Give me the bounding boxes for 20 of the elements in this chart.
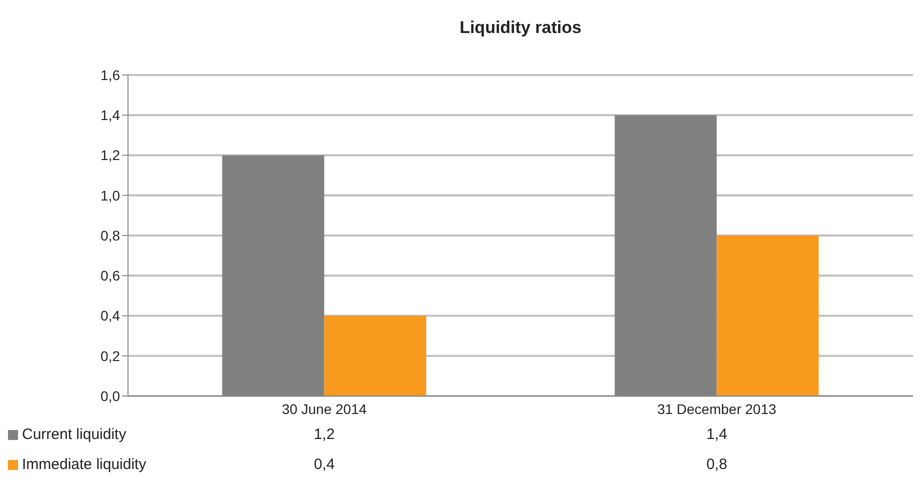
x-tick-label: 31 December 2013 (657, 400, 776, 417)
data-label: 0,4 (312, 456, 336, 473)
legend-label: Current liquidity (22, 426, 126, 443)
data-label: 1,2 (312, 426, 336, 443)
chart-title: Liquidity ratios (458, 18, 582, 38)
y-tick-label: 1,6 (100, 66, 120, 83)
data-label: 1,4 (705, 426, 728, 443)
y-tick-label: 1,0 (100, 187, 120, 204)
x-tick-label: 30 June 2014 (282, 400, 367, 417)
y-tick-label: 0,2 (100, 348, 120, 364)
y-tick-label: 0,0 (100, 388, 120, 404)
legend-label: Immediate liquidity (22, 456, 146, 473)
data-label: 0,8 (705, 456, 728, 473)
y-tick-label: 1,4 (100, 107, 120, 124)
y-tick-label: 0,8 (100, 227, 120, 244)
y-tick-label: 0,6 (100, 268, 120, 284)
y-tick-label: 0,4 (100, 308, 120, 324)
y-tick-label: 1,2 (100, 147, 120, 164)
bar (324, 316, 426, 396)
bar (716, 236, 819, 396)
